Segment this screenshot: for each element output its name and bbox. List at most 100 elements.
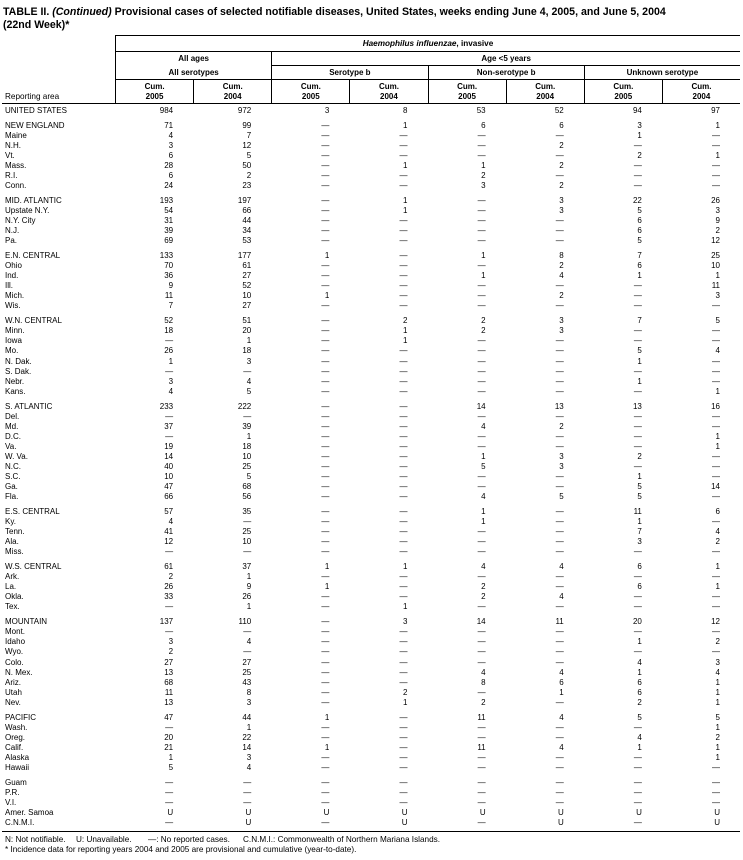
row-label: Pa. — [5, 236, 18, 246]
data-cell: 1 — [403, 326, 408, 336]
header-spacer — [2, 35, 115, 52]
footnotes: N: Not notifiable. U: Unavailable. —: No… — [0, 835, 743, 859]
footnote-unavailable: U: Unavailable. — [76, 834, 132, 844]
data-cell: — — [477, 336, 486, 346]
data-cell: 2 — [559, 421, 564, 431]
data-cell: 3 — [559, 195, 564, 205]
data-cell: — — [477, 261, 486, 271]
data-cell: 51 — [242, 316, 252, 326]
table-row: Oreg. 20 22 — — — — 4 2 — [2, 733, 740, 743]
data-cell: 4 — [168, 130, 174, 140]
data-cell: — — [712, 366, 720, 376]
table-row: S. Dak. — — — — — — — — — [2, 367, 740, 377]
header-spacer — [2, 52, 115, 66]
data-cell: — — [165, 431, 174, 441]
table-row: Tenn. 41 25 — — — — 7 4 — [2, 527, 740, 537]
data-cell: — — [321, 181, 330, 191]
data-cell: 2 — [168, 572, 174, 582]
row-label: Ill. — [5, 281, 13, 291]
table-row: Ohio 70 61 — — — 2 6 10 — [2, 261, 740, 271]
data-cell: — — [165, 787, 174, 797]
data-cell: 4 — [168, 386, 174, 396]
data-cell: — — [321, 356, 330, 366]
data-cell: 20 — [164, 732, 174, 742]
data-cell: 8 — [481, 677, 486, 687]
data-cell: — — [399, 752, 408, 762]
table-row: PACIFIC 47 44 1 — 11 4 5 5 — [2, 713, 740, 723]
data-cell: — — [399, 732, 408, 742]
table-row: Amer. Samoa U U U U U U U U — [2, 808, 740, 818]
footnote-not-notifiable: N: Not notifiable. — [5, 834, 66, 844]
data-cell: — — [555, 787, 564, 797]
data-cell: — — [399, 181, 408, 191]
data-cell: 39 — [164, 226, 174, 236]
data-cell: 12 — [711, 236, 720, 246]
data-cell: 4 — [481, 667, 486, 677]
disease-name: Haemophilus influenzae — [362, 39, 457, 48]
data-cell: — — [555, 441, 564, 451]
data-cell: 137 — [159, 617, 174, 627]
data-cell: 44 — [242, 216, 252, 226]
data-cell: — — [477, 787, 486, 797]
data-cell: 52 — [554, 106, 564, 115]
data-cell: — — [321, 657, 330, 667]
table-row: Vt. 6 5 — — — — 2 1 — [2, 151, 740, 161]
data-cell: — — [321, 451, 330, 461]
data-cell: — — [399, 797, 408, 807]
table-row: Nev. 13 3 — 1 2 — 2 1 — [2, 698, 740, 708]
data-cell: 3 — [559, 206, 564, 216]
row-label: Fla. — [5, 492, 19, 502]
data-cell: — — [399, 572, 408, 582]
data-cell: 66 — [242, 206, 252, 216]
data-cell: 5 — [481, 462, 486, 472]
data-cell: 3 — [559, 451, 564, 461]
data-cell: 11 — [164, 687, 174, 697]
data-cell: — — [399, 592, 408, 602]
data-cell: — — [321, 697, 330, 707]
data-cell: 2 — [481, 316, 486, 326]
data-cell: — — [477, 627, 486, 637]
data-cell: — — [633, 336, 642, 346]
data-cell: — — [477, 637, 486, 647]
data-cell: 5 — [246, 386, 252, 396]
column-subgroup-non-serotype-b: Non-serotype b — [427, 66, 584, 80]
data-cell: — — [477, 732, 486, 742]
data-cell: U — [401, 818, 408, 828]
data-cell: 1 — [715, 752, 720, 762]
data-cell: 6 — [168, 150, 174, 160]
data-cell: 1 — [637, 637, 642, 647]
data-cell: 19 — [164, 441, 174, 451]
data-cell: — — [399, 482, 408, 492]
data-cell: 4 — [559, 667, 564, 677]
row-label: Iowa — [5, 336, 22, 346]
data-cell: — — [555, 226, 564, 236]
data-cell: 1 — [481, 161, 486, 171]
data-cell: — — [321, 401, 330, 411]
data-cell: — — [712, 161, 720, 171]
table-row: Mont. — — — — — — — — — [2, 627, 740, 637]
data-cell: 99 — [242, 120, 252, 130]
data-cell: — — [555, 763, 564, 773]
data-cell: — — [712, 547, 720, 557]
table-title-continued: (Continued) — [52, 6, 112, 18]
data-cell: 1 — [403, 206, 408, 216]
data-cell: 1 — [403, 336, 408, 346]
data-cell: 1 — [715, 582, 720, 592]
data-cell: — — [321, 763, 330, 773]
row-label: W. Va. — [5, 451, 28, 461]
table-row: Hawaii 5 4 — — — — — — — [2, 763, 740, 773]
data-cell: — — [712, 472, 720, 482]
data-cell: 5 — [637, 712, 642, 722]
data-cell: U — [323, 808, 330, 818]
data-cell: 6 — [481, 120, 486, 130]
row-label: Upstate N.Y. — [5, 206, 50, 216]
data-cell: — — [555, 301, 564, 311]
data-cell: — — [477, 482, 486, 492]
data-cell: 1 — [481, 251, 486, 260]
table-row: Kans. 4 5 — — — — — 1 — [2, 387, 740, 397]
data-cell: — — [712, 356, 720, 366]
table-row: N. Dak. 1 3 — — — — 1 — — [2, 357, 740, 367]
column-header-cum-2005-6: Cum. 2005 — [583, 80, 662, 103]
data-cell: 2 — [637, 150, 642, 160]
data-cell: — — [321, 637, 330, 647]
